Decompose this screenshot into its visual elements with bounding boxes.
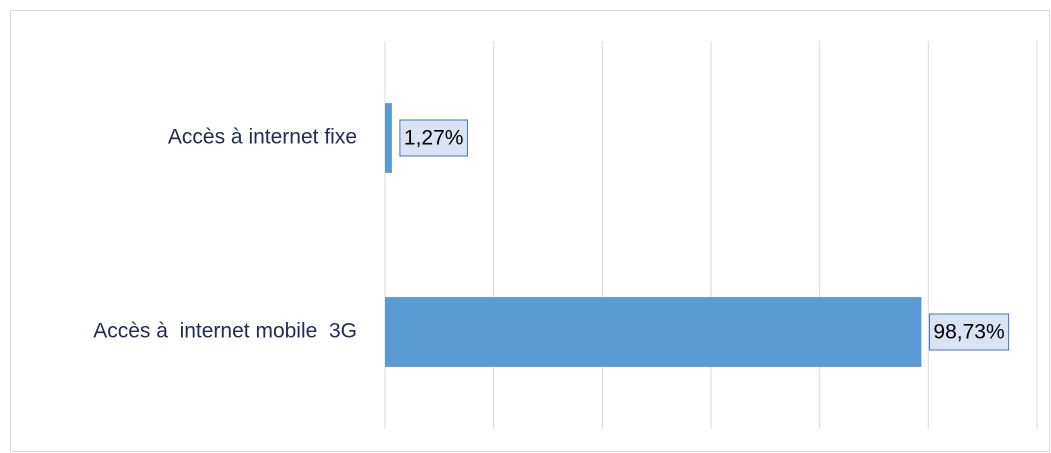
category-label: Accès à internet fixe bbox=[168, 126, 357, 149]
data-label: 98,73% bbox=[933, 321, 1004, 344]
bar bbox=[385, 297, 922, 367]
category-label: Accès à internet mobile 3G bbox=[93, 320, 357, 343]
bar bbox=[385, 103, 392, 173]
data-label: 1,27% bbox=[404, 127, 464, 150]
data-label-box bbox=[399, 119, 468, 157]
chart-frame bbox=[10, 10, 1050, 452]
data-label-box bbox=[928, 313, 1010, 351]
